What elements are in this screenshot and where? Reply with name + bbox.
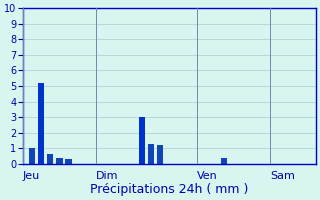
Bar (139, 117, 145, 164)
Bar (47, 154, 53, 164)
Bar (65, 159, 72, 164)
Bar (28, 148, 35, 164)
X-axis label: Précipitations 24h ( mm ): Précipitations 24h ( mm ) (90, 183, 248, 196)
Bar (56, 158, 62, 164)
Bar (221, 158, 228, 164)
Bar (38, 83, 44, 164)
Bar (148, 144, 154, 164)
Bar (157, 145, 163, 164)
